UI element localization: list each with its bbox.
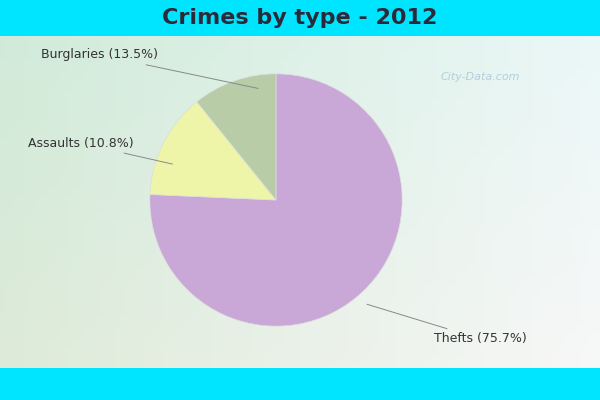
Text: Thefts (75.7%): Thefts (75.7%): [367, 304, 526, 345]
Text: Assaults (10.8%): Assaults (10.8%): [28, 137, 172, 164]
Wedge shape: [150, 74, 402, 326]
Wedge shape: [150, 102, 276, 200]
Text: Burglaries (13.5%): Burglaries (13.5%): [41, 48, 258, 88]
Wedge shape: [197, 74, 276, 200]
Text: Crimes by type - 2012: Crimes by type - 2012: [163, 8, 437, 28]
Text: City-Data.com: City-Data.com: [440, 72, 520, 82]
